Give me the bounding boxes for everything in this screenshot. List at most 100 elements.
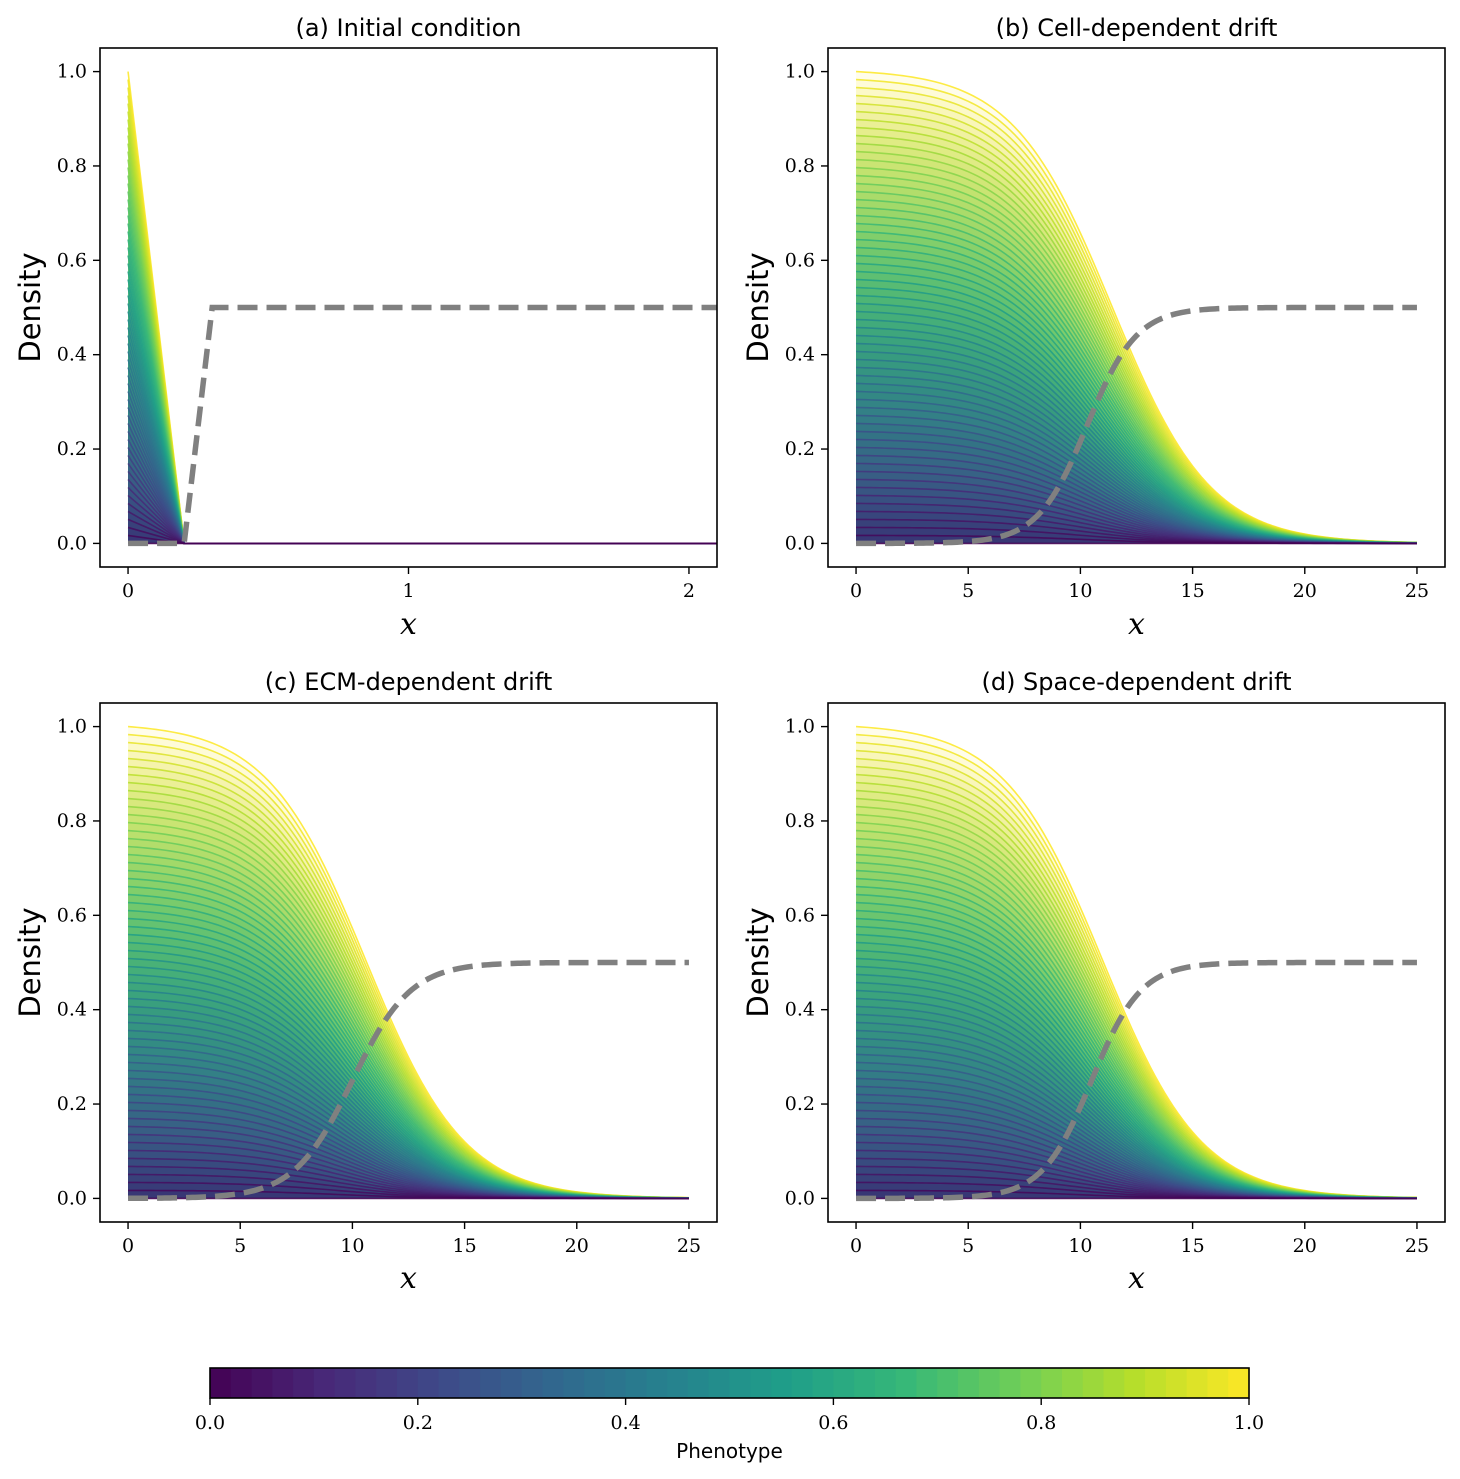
density-area-d-29 xyxy=(856,966,1417,1199)
panel-c-ecm-curve xyxy=(128,959,689,1202)
ytick-label-a-4: 0.8 xyxy=(57,155,87,177)
density-area-d-28 xyxy=(856,974,1417,1199)
density-area-d-49 xyxy=(856,806,1417,1199)
density-curve-a-39 xyxy=(127,231,717,545)
density-area-c-24 xyxy=(128,1006,689,1199)
xtick-label-a-0: 0 xyxy=(122,580,134,602)
density-area-a-48 xyxy=(128,159,717,544)
density-area-c-25 xyxy=(128,998,689,1199)
colorbar-segment-32 xyxy=(874,1368,897,1398)
density-area-c-49 xyxy=(128,806,689,1199)
density-curve-a-42 xyxy=(127,207,717,545)
ecm-line-a xyxy=(128,304,717,547)
density-area-b-36 xyxy=(856,255,1417,544)
colorbar-segment-45 xyxy=(1145,1368,1167,1398)
colorbar-segment-17 xyxy=(563,1368,585,1398)
colorbar-segment-9 xyxy=(397,1368,419,1398)
density-area-d-2 xyxy=(856,1182,1417,1199)
density-area-a-56 xyxy=(128,95,717,544)
density-curve-a-37 xyxy=(127,247,717,545)
density-area-a-54 xyxy=(128,111,717,544)
colorbar-segment-28 xyxy=(791,1368,814,1398)
density-area-b-54 xyxy=(856,111,1417,544)
colorbar-segment-40 xyxy=(1041,1368,1063,1398)
density-curve-a-28 xyxy=(127,319,717,545)
density-area-a-58 xyxy=(128,79,717,544)
density-area-c-41 xyxy=(128,870,689,1199)
density-area-d-22 xyxy=(856,1022,1417,1199)
density-area-b-40 xyxy=(856,223,1417,544)
panel-b-ticks: 0 5 10 15 20 25 0.0 0.2 0.4 0.6 0.8 1.0 xyxy=(785,61,1429,602)
density-area-d-21 xyxy=(856,1030,1417,1199)
panel-d-axes-frame xyxy=(827,702,1446,1223)
density-area-b-55 xyxy=(856,103,1417,544)
colorbar-segment-7 xyxy=(355,1368,377,1398)
density-area-d-31 xyxy=(856,950,1417,1199)
colorbar-segment-21 xyxy=(646,1368,668,1398)
density-curve-a-52 xyxy=(127,127,717,545)
panel-b-ylabel: Density xyxy=(741,252,775,362)
ytick-label-d-0: 0.0 xyxy=(785,1187,815,1209)
density-area-a-50 xyxy=(128,143,717,544)
panel-a-ecm-curve xyxy=(128,304,717,547)
density-area-b-6 xyxy=(856,495,1417,544)
colorbar-tick-label-5: 1.0 xyxy=(1234,1412,1264,1434)
density-curve-a-40 xyxy=(127,223,717,545)
density-area-c-44 xyxy=(128,846,689,1199)
colorbar-segment-1 xyxy=(230,1368,253,1398)
density-area-a-38 xyxy=(128,239,717,544)
density-area-a-8 xyxy=(128,479,717,544)
density-area-c-17 xyxy=(128,1062,689,1199)
density-area-a-17 xyxy=(128,407,717,544)
density-curve-a-30 xyxy=(127,303,717,545)
density-area-a-46 xyxy=(128,175,717,544)
xtick-label-c-3: 15 xyxy=(452,1235,476,1257)
density-area-a-24 xyxy=(128,351,717,544)
density-curve-a-10 xyxy=(127,462,717,545)
colorbar-segment-37 xyxy=(978,1368,1001,1398)
density-area-d-11 xyxy=(856,1110,1417,1199)
density-area-a-51 xyxy=(128,135,717,544)
density-curve-a-4 xyxy=(127,510,717,545)
panel-d-xlabel: x xyxy=(1128,1261,1145,1296)
colorbar-segment-25 xyxy=(729,1368,751,1398)
colorbar-segment-14 xyxy=(500,1368,523,1398)
density-curve-a-46 xyxy=(127,175,717,545)
density-area-d-39 xyxy=(856,886,1417,1199)
density-curve-a-45 xyxy=(127,183,717,545)
ytick-label-d-4: 0.8 xyxy=(785,810,815,832)
density-curve-a-17 xyxy=(127,407,717,545)
density-area-b-29 xyxy=(856,311,1417,544)
ytick-label-b-1: 0.2 xyxy=(785,438,815,460)
ytick-label-c-2: 0.4 xyxy=(57,999,87,1021)
density-curve-a-24 xyxy=(127,351,717,545)
xtick-label-b-4: 20 xyxy=(1293,580,1317,602)
density-area-a-32 xyxy=(128,287,717,544)
panel-c-axes-frame xyxy=(99,702,718,1223)
density-curve-a-5 xyxy=(127,502,717,545)
colorbar-segment-46 xyxy=(1165,1368,1188,1398)
xtick-label-c-4: 20 xyxy=(565,1235,589,1257)
density-curve-a-31 xyxy=(127,295,717,545)
density-area-b-1 xyxy=(856,535,1417,544)
density-curve-a-58 xyxy=(127,79,717,545)
density-area-c-14 xyxy=(128,1086,689,1199)
density-area-c-22 xyxy=(128,1022,689,1199)
density-curve-a-8 xyxy=(127,478,717,545)
panel-d-title: (d) Space-dependent drift xyxy=(981,668,1291,696)
density-area-c-18 xyxy=(128,1054,689,1199)
panel-a: 0 1 2 0.0 0.2 0.4 0.6 0.8 1.0 (a) Initial condit… xyxy=(13,14,718,642)
density-curve-a-15 xyxy=(127,423,717,545)
panel-d: 0 5 10 15 20 25 0.0 0.2 0.4 0.6 0.8 1.0 (d) Space-d… xyxy=(741,668,1446,1296)
density-area-b-11 xyxy=(856,455,1417,544)
panel-b-xlabel: x xyxy=(1128,607,1145,642)
density-area-c-58 xyxy=(128,734,689,1199)
density-area-c-19 xyxy=(128,1046,689,1199)
density-curve-a-18 xyxy=(127,399,717,545)
density-area-d-53 xyxy=(856,774,1417,1199)
density-curve-a-21 xyxy=(127,375,717,545)
xtick-label-c-0: 0 xyxy=(122,1235,134,1257)
colorbar-segment-13 xyxy=(480,1368,502,1398)
ytick-label-d-3: 0.6 xyxy=(785,904,815,926)
